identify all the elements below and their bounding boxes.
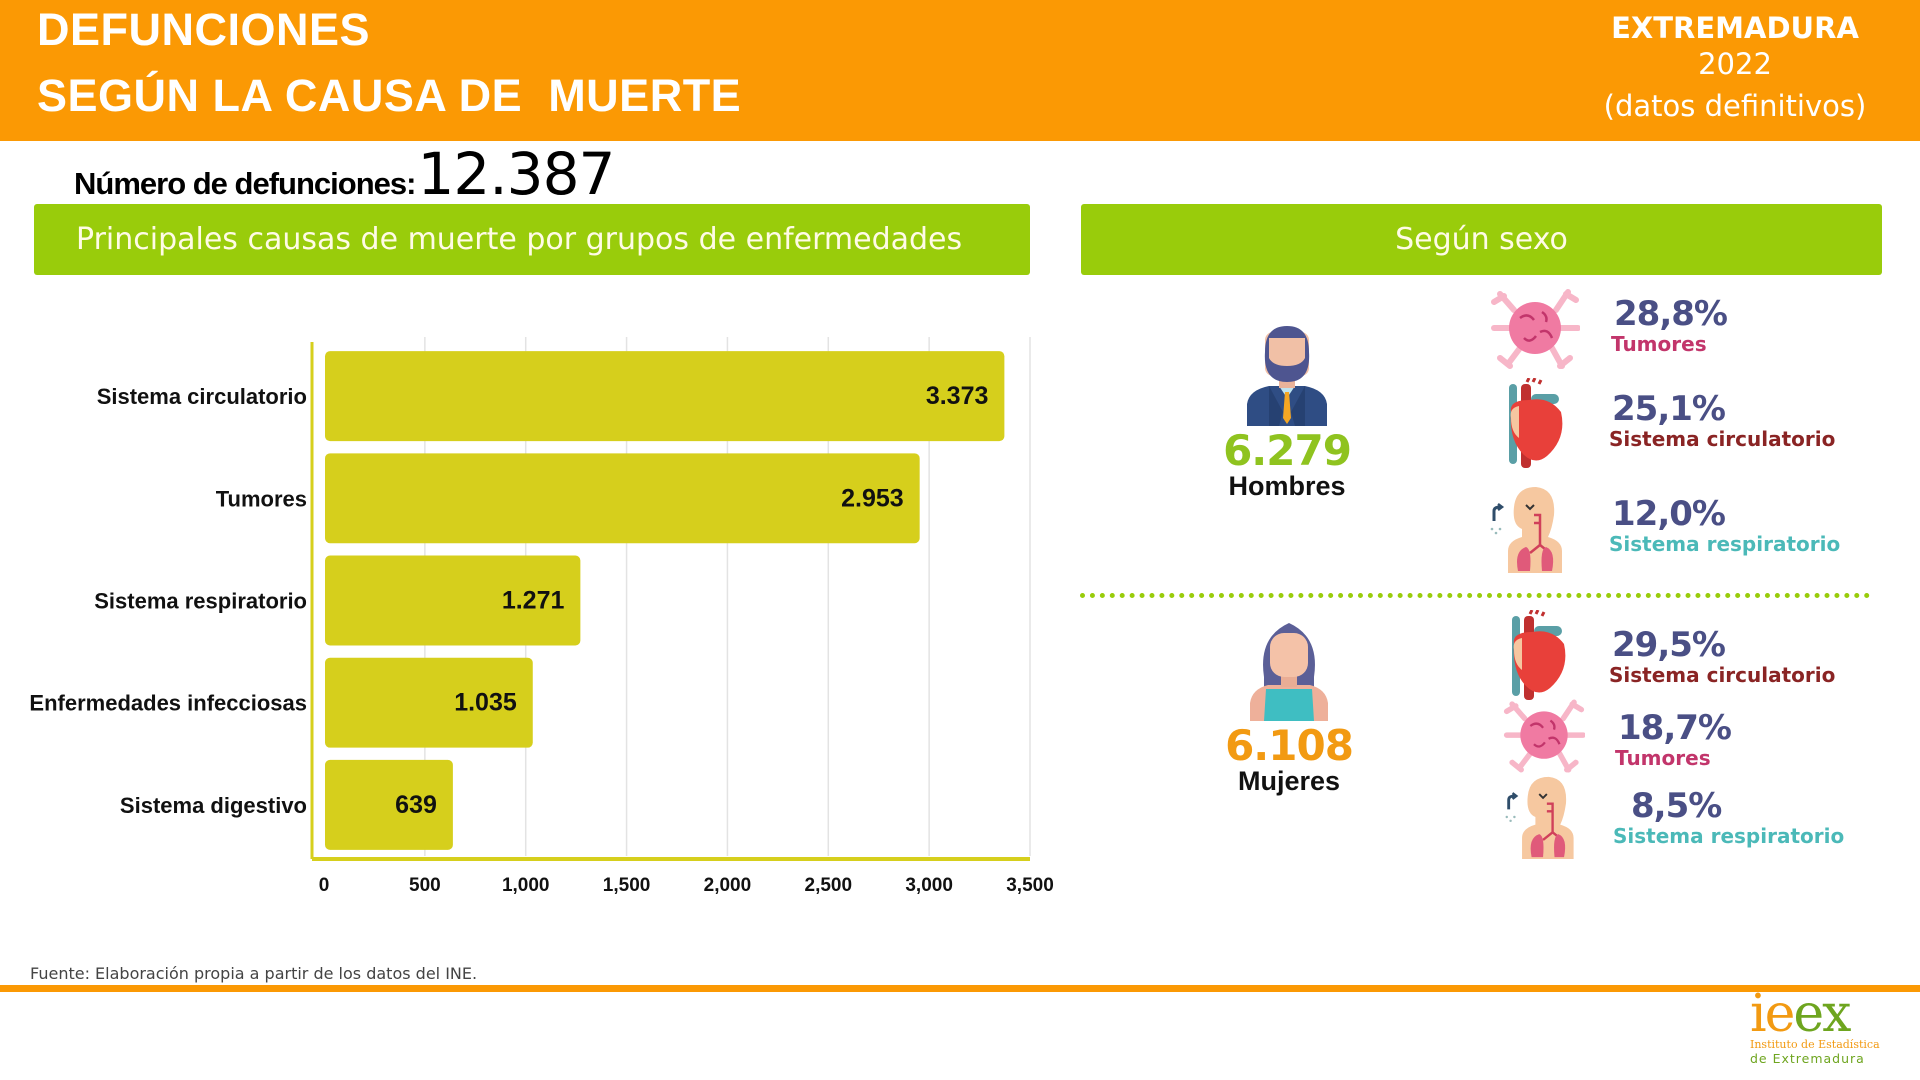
men-stat-pct: 28,8% [1614, 294, 1728, 334]
men-stat-pct: 12,0% [1612, 494, 1726, 534]
men-label: Hombres [1228, 471, 1346, 501]
women-stat-pct: 29,5% [1612, 625, 1726, 665]
women-summary: 6.108 Mujeres [1189, 617, 1389, 797]
men-stat-cause: Sistema circulatorio [1609, 427, 1836, 451]
women-stat-pct: 8,5% [1631, 786, 1722, 826]
value-label: 3.373 [926, 382, 989, 410]
total-deaths: Número de defunciones: 12.387 [74, 140, 615, 208]
chart-axes: 0 500 1,000 1,500 2,000 2,500 3,000 3,500 [310, 342, 1054, 896]
tumor-icon [1503, 699, 1585, 773]
women-stat-pct: 18,7% [1618, 708, 1732, 748]
bar [325, 453, 920, 544]
women-stat-cause: Sistema respiratorio [1613, 824, 1845, 848]
footer-divider [0, 985, 1920, 992]
women-stat-tumores: 18,7% Tumores [1615, 708, 1732, 770]
women-count: 6.108 [1225, 721, 1354, 770]
region-name: EXTREMADURA [1611, 11, 1859, 45]
women-stat-respiratorio: 8,5% Sistema respiratorio [1613, 787, 1844, 847]
logo-line1: Instituto de Estadística [1750, 1038, 1880, 1051]
heart-icon [1509, 378, 1563, 468]
logo-line2: de Extremadura [1750, 1051, 1865, 1066]
total-deaths-value: 12.387 [417, 140, 615, 208]
region-year: 2022 [1698, 47, 1772, 81]
ieex-logo: ieex Instituto de Estadística de Extrema… [1750, 984, 1880, 1070]
men-count: 6.279 [1223, 426, 1352, 475]
header-banner: DEFUNCIONES SEGÚN LA CAUSA DE MUERTE EXT… [0, 0, 1920, 141]
women-stat-circulatorio: 29,5% Sistema circulatorio [1609, 625, 1836, 687]
women-stat-cause: Sistema circulatorio [1609, 663, 1836, 687]
x-tick-label: 3,500 [1006, 875, 1054, 896]
women-label: Mujeres [1237, 766, 1341, 796]
value-label: 2.953 [841, 484, 904, 512]
heart-icon [1512, 610, 1566, 700]
category-label: Enfermedades infecciosas [29, 691, 307, 716]
men-stat-respiratorio: 12,0% Sistema respiratorio [1609, 494, 1841, 556]
lungs-icon [1490, 487, 1562, 573]
sex-divider [1080, 593, 1870, 598]
men-stat-tumores: 28,8% Tumores [1611, 294, 1728, 356]
page-title-line2: SEGÚN LA CAUSA DE MUERTE [37, 70, 742, 121]
bar [325, 657, 533, 748]
women-stat-cause: Tumores [1615, 746, 1711, 770]
logo-mark: ieex [1750, 984, 1852, 1044]
x-tick-label: 2,500 [805, 875, 853, 896]
chart-bars: Sistema circulatorio 3.373 Tumores 2.953 Sis… [29, 351, 1005, 850]
category-label: Tumores [216, 486, 307, 511]
x-tick-label: 3,000 [905, 875, 953, 896]
bar [325, 555, 581, 646]
sex-section-header: Según sexo [1081, 204, 1882, 275]
men-stat-cause: Tumores [1611, 332, 1707, 356]
men-summary: 6.279 Hombres [1187, 322, 1387, 502]
men-stat-circulatorio: 25,1% Sistema circulatorio [1609, 389, 1836, 451]
bar [325, 351, 1005, 442]
bar [325, 759, 453, 850]
man-avatar-icon [1247, 326, 1327, 426]
x-tick-label: 2,000 [704, 875, 752, 896]
tumor-icon [1491, 289, 1580, 369]
source-note: Fuente: Elaboración propia a partir de l… [30, 964, 478, 983]
total-deaths-label: Número de defunciones: [74, 166, 416, 201]
region-note: (datos definitivos) [1603, 89, 1867, 123]
men-stat-pct: 25,1% [1612, 389, 1726, 429]
causes-section-header: Principales causas de muerte por grupos … [34, 204, 1030, 275]
men-stat-cause: Sistema respiratorio [1609, 532, 1841, 556]
value-label: 1.035 [454, 689, 517, 717]
value-label: 639 [395, 791, 437, 819]
woman-avatar-icon [1250, 623, 1328, 721]
category-label: Sistema circulatorio [97, 384, 307, 409]
x-tick-label: 0 [319, 875, 330, 896]
region-info: EXTREMADURA 2022 (datos definitivos) [1585, 10, 1885, 124]
causes-bar-chart: Sistema circulatorio 3.373 Tumores 2.953 Sis… [29, 337, 1054, 896]
x-tick-label: 1,500 [603, 875, 651, 896]
x-tick-label: 1,000 [502, 875, 550, 896]
category-label: Sistema respiratorio [94, 589, 307, 614]
lungs-icon [1505, 776, 1574, 859]
x-tick-label: 500 [409, 875, 441, 896]
value-label: 1.271 [502, 587, 565, 615]
page-title-line1: DEFUNCIONES [37, 4, 371, 55]
category-label: Sistema digestivo [120, 793, 307, 818]
